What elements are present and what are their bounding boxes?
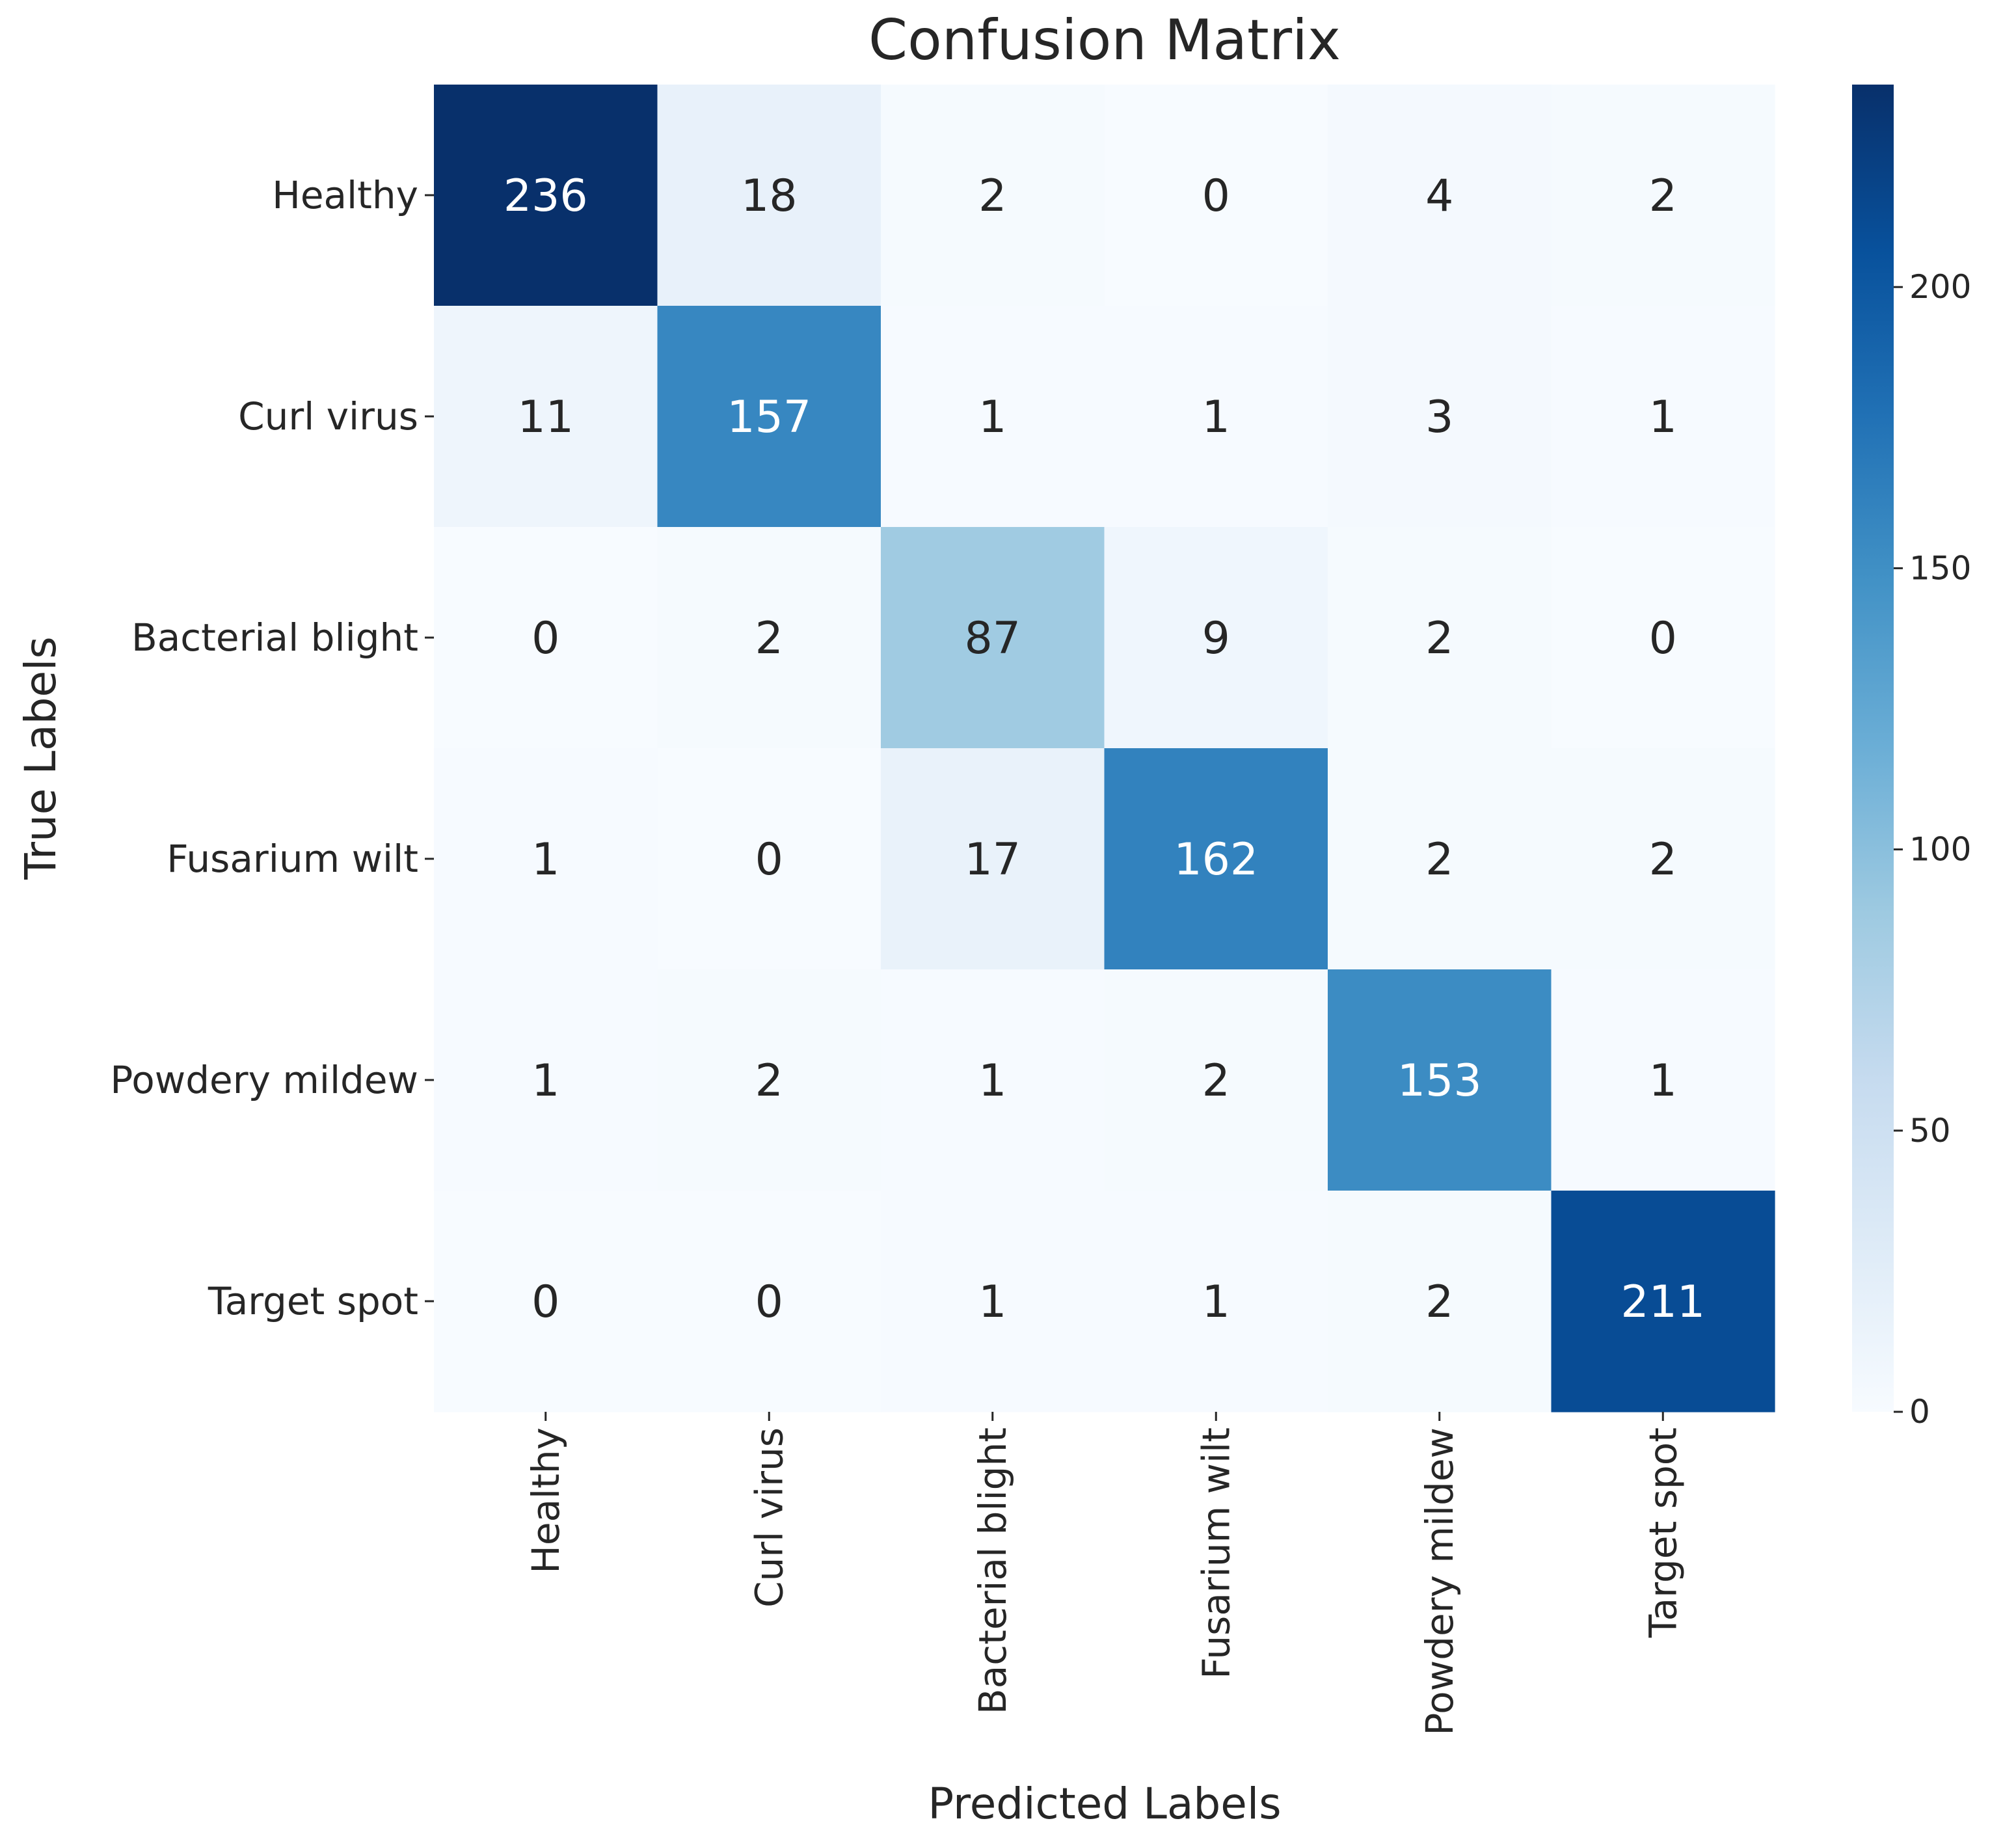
heatmap-cell bbox=[881, 969, 1105, 1191]
cell-value-label: 1 bbox=[531, 1055, 559, 1107]
cell-value-label: 18 bbox=[741, 170, 798, 222]
colorbar-tick-label: 200 bbox=[1909, 268, 1971, 306]
heatmap-cell bbox=[657, 85, 881, 306]
cell-value-label: 0 bbox=[1202, 170, 1230, 222]
heatmap-cell bbox=[1551, 1191, 1775, 1412]
y-tick-label: Powdery mildew bbox=[110, 1058, 418, 1102]
heatmap-cell bbox=[1328, 527, 1552, 749]
cell-value-label: 1 bbox=[978, 1055, 1006, 1107]
cell-value-label: 3 bbox=[1425, 392, 1453, 443]
cell-value-label: 1 bbox=[1202, 392, 1230, 443]
heatmap-cell bbox=[1551, 748, 1775, 970]
cell-value-label: 2 bbox=[1202, 1055, 1230, 1107]
heatmap-cell bbox=[1104, 306, 1328, 528]
heatmap-cell bbox=[881, 527, 1105, 749]
heatmap-cell bbox=[1328, 969, 1552, 1191]
cell-value-label: 1 bbox=[978, 1276, 1006, 1328]
heatmap-cell bbox=[1551, 306, 1775, 528]
y-axis-label: True Labels bbox=[16, 636, 66, 880]
y-axis: Healthy Curl virus Bacterial blight Fusariu… bbox=[110, 173, 434, 1323]
cell-value-label: 1 bbox=[978, 392, 1006, 443]
cell-value-label: 17 bbox=[964, 834, 1021, 885]
heatmap-cell bbox=[881, 1191, 1105, 1412]
y-tick-label: Fusarium wilt bbox=[167, 837, 418, 881]
cell-value-label: 2 bbox=[1649, 834, 1677, 885]
cell-value-label: 1 bbox=[531, 834, 559, 885]
colorbar-tick-label: 50 bbox=[1909, 1112, 1951, 1150]
cell-value-label: 157 bbox=[727, 392, 811, 443]
heatmap-cell bbox=[657, 306, 881, 528]
colorbar-tick-label: 100 bbox=[1909, 831, 1971, 869]
heatmap-cell bbox=[657, 527, 881, 749]
cell-value-label: 9 bbox=[1202, 613, 1230, 664]
y-tick-label: Bacterial blight bbox=[131, 615, 418, 660]
colorbar-tick-label: 0 bbox=[1909, 1393, 1930, 1431]
heatmap-cell bbox=[1328, 306, 1552, 528]
heatmap-cell bbox=[1551, 969, 1775, 1191]
heatmap-cell bbox=[1104, 1191, 1328, 1412]
cell-value-label: 1 bbox=[1649, 1055, 1677, 1107]
colorbar-tick-label: 150 bbox=[1909, 549, 1971, 587]
cell-value-label: 0 bbox=[531, 1276, 559, 1328]
x-tick-label: Fusarium wilt bbox=[1194, 1427, 1238, 1679]
cell-value-label: 0 bbox=[1649, 613, 1677, 664]
cell-value-label: 1 bbox=[1202, 1276, 1230, 1328]
cell-value-label: 211 bbox=[1620, 1276, 1705, 1328]
x-tick-label: Curl virus bbox=[747, 1427, 791, 1608]
y-tick-label: Curl virus bbox=[238, 394, 418, 439]
heatmap-cell bbox=[434, 969, 658, 1191]
heatmap-cell-labels: 236 18 2 0 4 211 157 1 1 3 10 2 87 9 2 01 0 17 162 2 21 2 1 2 15… bbox=[504, 170, 1705, 1328]
heatmap-cell bbox=[434, 527, 658, 749]
cell-value-label: 4 bbox=[1425, 170, 1453, 222]
heatmap-cell bbox=[434, 306, 658, 528]
heatmap-cell bbox=[657, 748, 881, 970]
cell-value-label: 162 bbox=[1174, 834, 1258, 885]
cell-value-label: 2 bbox=[1649, 170, 1677, 222]
colorbar-ticks: 0 50 100 150 200 bbox=[1894, 268, 1971, 1431]
x-axis: Healthy Curl virus Bacterial blight Fusariu… bbox=[524, 1412, 1685, 1736]
heatmap-cell bbox=[657, 1191, 881, 1412]
cell-value-label: 0 bbox=[531, 613, 559, 664]
cell-value-label: 2 bbox=[755, 613, 783, 664]
heatmap-cell bbox=[1104, 969, 1328, 1191]
heatmap-cell bbox=[881, 306, 1105, 528]
cell-value-label: 11 bbox=[517, 392, 574, 443]
x-tick-label: Powdery mildew bbox=[1418, 1427, 1462, 1736]
cell-value-label: 2 bbox=[1425, 834, 1453, 885]
heatmap-cell bbox=[434, 748, 658, 970]
x-axis-label: Predicted Labels bbox=[928, 1779, 1281, 1829]
heatmap-cell bbox=[1551, 527, 1775, 749]
heatmap-cell bbox=[434, 85, 658, 306]
heatmap-cell bbox=[1551, 85, 1775, 306]
cell-value-label: 153 bbox=[1397, 1055, 1482, 1107]
heatmap-cell bbox=[1328, 1191, 1552, 1412]
heatmap-cell bbox=[1328, 85, 1552, 306]
colorbar bbox=[1852, 85, 1894, 1412]
heatmap-cells bbox=[434, 85, 1775, 1412]
cell-value-label: 2 bbox=[1425, 1276, 1453, 1328]
cell-value-label: 236 bbox=[504, 170, 588, 222]
heatmap-cell bbox=[657, 969, 881, 1191]
x-tick-label: Target spot bbox=[1641, 1427, 1685, 1638]
heatmap-cell bbox=[1104, 527, 1328, 749]
heatmap-cell bbox=[881, 748, 1105, 970]
cell-value-label: 2 bbox=[755, 1055, 783, 1107]
cell-value-label: 2 bbox=[978, 170, 1006, 222]
heatmap-cell bbox=[1328, 748, 1552, 970]
chart-title: Confusion Matrix bbox=[868, 8, 1341, 73]
y-tick-label: Healthy bbox=[272, 173, 418, 217]
heatmap-cell bbox=[1104, 85, 1328, 306]
y-tick-label: Target spot bbox=[208, 1279, 418, 1323]
heatmap-cell bbox=[881, 85, 1105, 306]
heatmap-cell bbox=[434, 1191, 658, 1412]
cell-value-label: 87 bbox=[964, 613, 1021, 664]
cell-value-label: 2 bbox=[1425, 613, 1453, 664]
cell-value-label: 0 bbox=[755, 834, 783, 885]
cell-value-label: 1 bbox=[1649, 392, 1677, 443]
cell-value-label: 0 bbox=[755, 1276, 783, 1328]
heatmap-cell bbox=[1104, 748, 1328, 970]
x-tick-label: Bacterial blight bbox=[971, 1427, 1015, 1714]
x-tick-label: Healthy bbox=[524, 1427, 568, 1574]
